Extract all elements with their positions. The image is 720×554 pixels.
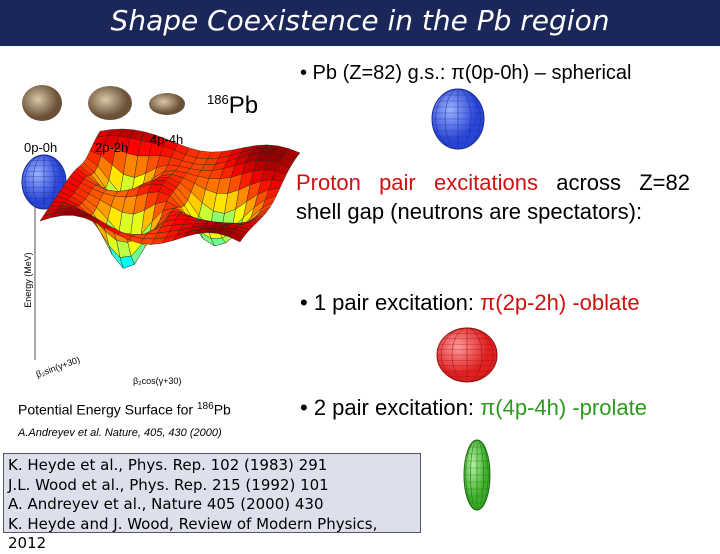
highlight: Proton pair excitations bbox=[296, 170, 538, 195]
bullet: • 2 pair excitation: π(4p-4h) -prolate bbox=[300, 395, 647, 421]
nucleus-photo bbox=[149, 93, 185, 115]
text: across Z=82 shell gap (neutrons are spec… bbox=[296, 170, 691, 224]
caption: Potential Energy Surface for 186Pb bbox=[18, 401, 231, 418]
bullet: • Pb (Z=82) g.s.: π(0p-0h) – spherical bbox=[300, 62, 632, 84]
shape-label: 0p-0h bbox=[24, 140, 58, 155]
shape-label: 4p-4h bbox=[150, 132, 184, 147]
graphics bbox=[21, 85, 498, 511]
mass-number: 186 bbox=[197, 401, 214, 412]
reference: A. Andreyev et al., Nature 405 (2000) 43… bbox=[8, 495, 324, 513]
reference: K. Heyde and J. Wood, Review of Modern P… bbox=[8, 514, 378, 553]
nucleus-photo bbox=[22, 85, 62, 121]
text: Potential Energy Surface for bbox=[18, 401, 197, 418]
references: K. Heyde et al., Phys. Rep. 102 (1983) 2… bbox=[3, 453, 421, 552]
nucleus-photo bbox=[88, 86, 132, 120]
surface-cell bbox=[228, 232, 244, 243]
shape-label: 2p-2h bbox=[95, 140, 129, 155]
highlight: π(4p-4h) -prolate bbox=[480, 395, 647, 420]
title-bar bbox=[0, 0, 720, 46]
text: • 2 pair excitation: bbox=[300, 395, 481, 420]
axis-label: β₂cos(γ+30) bbox=[133, 376, 182, 386]
title: Shape Coexistence in the Pb region bbox=[110, 4, 610, 37]
symbol: Pb bbox=[213, 401, 231, 418]
bullet: • 1 pair excitation: π(2p-2h) -oblate bbox=[300, 290, 640, 316]
text: • 1 pair excitation: bbox=[300, 290, 481, 315]
reference: K. Heyde et al., Phys. Rep. 102 (1983) 2… bbox=[8, 456, 328, 474]
paragraph: Proton pair excitations across Z=82 shel… bbox=[296, 168, 690, 226]
reference: J.L. Wood et al., Phys. Rep. 215 (1992) … bbox=[8, 475, 329, 494]
axis-label: Energy (MeV) bbox=[22, 252, 33, 308]
nucleus-label: 186Pb bbox=[207, 92, 258, 120]
symbol: Pb bbox=[228, 92, 259, 119]
citation: A.Andreyev et al. Nature, 405, 430 (2000… bbox=[18, 427, 222, 439]
highlight: π(2p-2h) -oblate bbox=[480, 290, 640, 315]
mass-number: 186 bbox=[207, 92, 229, 107]
